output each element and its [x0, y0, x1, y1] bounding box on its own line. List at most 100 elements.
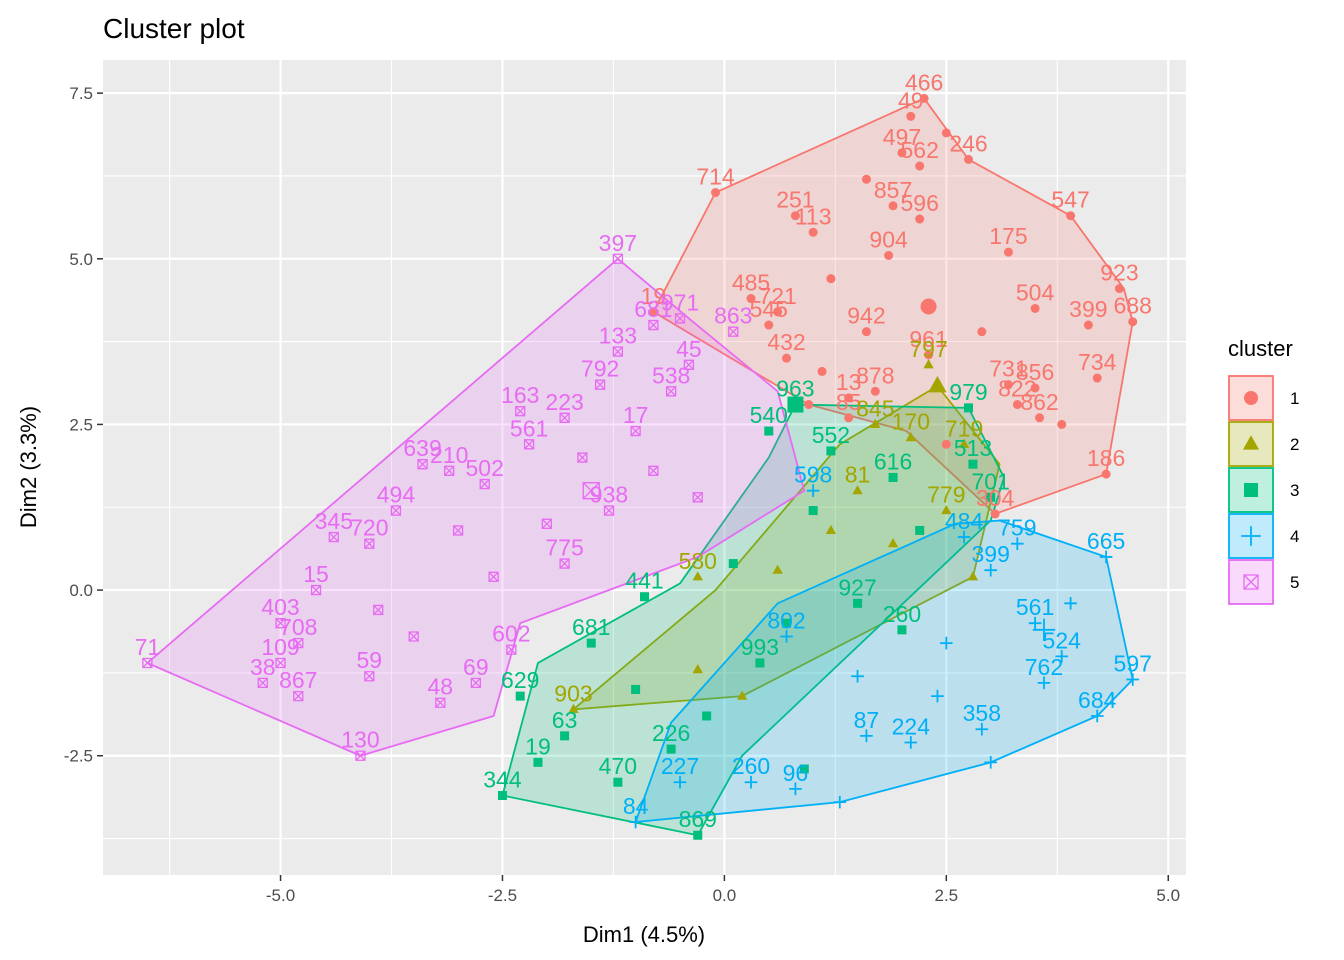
- point-label: 719: [945, 415, 983, 441]
- data-point: [1003, 247, 1013, 257]
- point-label: 971: [661, 289, 699, 315]
- cluster-hull-1: [652, 97, 1134, 515]
- data-point: [612, 253, 624, 264]
- legend-label: 4: [1290, 527, 1299, 546]
- data-point: [364, 671, 375, 682]
- data-point: [799, 764, 809, 774]
- point-label: 175: [989, 223, 1027, 249]
- x-tick-label: -2.5: [488, 886, 517, 905]
- point-label: 580: [679, 548, 717, 574]
- y-axis-title: Dim2 (3.3%): [16, 406, 41, 528]
- data-point: [984, 756, 998, 769]
- data-point: [806, 484, 820, 497]
- cluster-hulls: [145, 97, 1134, 837]
- point-label: 792: [581, 356, 619, 382]
- point-label: 399: [1069, 296, 1107, 322]
- data-point: [990, 509, 1000, 519]
- data-point: [1057, 419, 1067, 429]
- point-label: 856: [1016, 359, 1054, 385]
- data-point: [293, 690, 304, 702]
- data-point: [577, 452, 588, 463]
- data-point: [844, 413, 854, 423]
- point-label: 802: [767, 607, 805, 633]
- data-point: [1244, 483, 1258, 497]
- data-point: [310, 584, 322, 596]
- point-label: 552: [812, 422, 850, 448]
- point-label: 504: [1016, 279, 1055, 305]
- data-point: [630, 425, 641, 437]
- data-point: [408, 631, 419, 642]
- data-point: [683, 359, 695, 370]
- data-point: [1128, 317, 1138, 327]
- point-label: 904: [869, 226, 908, 252]
- data-point: [603, 505, 615, 516]
- data-point: [560, 731, 570, 741]
- point-label: 399: [972, 541, 1010, 567]
- data-point: [905, 432, 916, 442]
- point-label: 597: [1114, 651, 1152, 677]
- data-point: [470, 677, 481, 688]
- data-point: [629, 815, 642, 829]
- data-point: [479, 478, 490, 490]
- data-point: [915, 525, 925, 535]
- data-point: [744, 775, 758, 789]
- data-point: [764, 426, 774, 436]
- point-label: 494: [377, 482, 416, 508]
- data-point: [736, 690, 748, 700]
- data-point: [817, 366, 827, 376]
- point-label: 867: [279, 667, 317, 693]
- data-point: [1012, 400, 1022, 410]
- point-label: 938: [590, 482, 628, 508]
- point-label: 561: [510, 415, 548, 441]
- point-label: 779: [927, 482, 965, 508]
- data-point: [435, 697, 446, 708]
- data-point: [888, 201, 898, 211]
- data-point: [861, 327, 871, 337]
- data-point: [789, 782, 802, 796]
- point-label: 598: [794, 462, 832, 488]
- point-label: 358: [963, 700, 1001, 726]
- data-point: [702, 711, 712, 721]
- data-point: [924, 350, 934, 360]
- data-point: [1099, 550, 1113, 564]
- point-label: 344: [483, 766, 522, 792]
- data-point: [640, 592, 649, 602]
- data-point: [887, 538, 899, 548]
- data-point: [648, 307, 658, 317]
- point-label: 979: [949, 379, 987, 405]
- data-point: [692, 663, 703, 674]
- data-point: [915, 161, 925, 171]
- point-label: 397: [599, 230, 637, 256]
- point-label: 49: [898, 87, 924, 113]
- cluster-hull-2: [570, 384, 1001, 711]
- data-point: [665, 386, 677, 397]
- point-label: 759: [998, 515, 1036, 541]
- point-label: 714: [696, 164, 735, 190]
- data-point: [1003, 380, 1013, 390]
- data-point: [782, 353, 792, 363]
- point-label: 466: [905, 69, 943, 95]
- data-point: [928, 376, 947, 393]
- y-axis: -2.5 0.0 2.5 5.0 7.5: [64, 84, 103, 766]
- point-label: 540: [750, 402, 788, 428]
- point-label: 629: [501, 667, 539, 693]
- data-point: [666, 744, 676, 754]
- x-tick-label: 2.5: [934, 886, 958, 905]
- data-point: [559, 558, 570, 569]
- data-point: [373, 604, 384, 616]
- x-tick-label: 0.0: [713, 886, 737, 905]
- data-point: [1028, 616, 1042, 630]
- point-label: 721: [758, 283, 796, 309]
- point-label: 775: [545, 535, 583, 561]
- point-label: 857: [874, 177, 912, 203]
- legend-label: 1: [1290, 389, 1299, 408]
- data-point: [780, 630, 793, 643]
- point-label: 708: [279, 614, 317, 640]
- point-label: 869: [679, 806, 717, 832]
- point-label: 15: [303, 561, 329, 587]
- data-point: [746, 294, 756, 304]
- data-point: [964, 154, 974, 164]
- point-label: 681: [634, 296, 672, 322]
- data-point: [1064, 597, 1077, 610]
